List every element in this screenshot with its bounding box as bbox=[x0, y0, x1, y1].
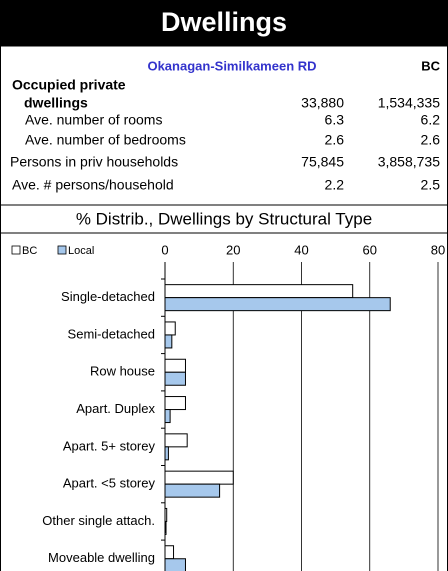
bar bbox=[164, 396, 186, 411]
legend-swatch bbox=[57, 245, 67, 255]
cell-value: 2.5 bbox=[421, 177, 441, 193]
cell-value: 33,880 bbox=[301, 95, 344, 111]
y-tick-label: Moveable dwelling bbox=[48, 550, 155, 565]
cell-value: 75,845 bbox=[301, 154, 344, 170]
cell-value: 1,534,335 bbox=[378, 95, 440, 111]
bar bbox=[164, 558, 186, 571]
y-tick-label: Semi-detached bbox=[68, 326, 155, 341]
row-label: dwellings bbox=[24, 95, 88, 111]
chart-title: % Distrib., Dwellings by Structural Type bbox=[76, 209, 372, 228]
cell-value: 3,858,735 bbox=[378, 154, 440, 170]
bar bbox=[164, 433, 188, 448]
bar bbox=[164, 334, 173, 349]
bar bbox=[164, 520, 167, 535]
x-tick-label: 80 bbox=[431, 242, 445, 257]
bar bbox=[164, 409, 171, 424]
column-header: BC bbox=[421, 58, 440, 73]
row-label: Ave. number of rooms bbox=[25, 112, 162, 128]
bar bbox=[164, 470, 234, 485]
bar bbox=[164, 507, 168, 522]
legend-label: Local bbox=[68, 245, 94, 257]
y-tick-label: Apart. <5 storey bbox=[63, 476, 156, 491]
x-tick-label: 40 bbox=[294, 242, 308, 257]
y-tick-label: Other single attach. bbox=[42, 513, 155, 528]
bar bbox=[164, 545, 175, 560]
bar bbox=[164, 321, 176, 336]
y-tick-label: Single-detached bbox=[61, 289, 155, 304]
row-label: Ave. number of bedrooms bbox=[25, 132, 186, 148]
bar bbox=[164, 483, 221, 498]
bar bbox=[164, 297, 391, 312]
x-tick-label: 20 bbox=[226, 242, 240, 257]
cell-value: 6.2 bbox=[421, 112, 441, 128]
x-tick-label: 0 bbox=[161, 242, 168, 257]
bar bbox=[164, 446, 169, 461]
cell-value: 6.3 bbox=[325, 112, 345, 128]
cell-value: 2.2 bbox=[325, 177, 345, 193]
y-tick-label: Row house bbox=[90, 364, 155, 379]
x-tick-label: 60 bbox=[363, 242, 377, 257]
row-label: Persons in priv households bbox=[10, 154, 178, 170]
row-label: Occupied private bbox=[12, 77, 126, 93]
bar bbox=[164, 358, 186, 373]
bar bbox=[164, 371, 186, 386]
legend-label: BC bbox=[22, 245, 37, 257]
y-tick-label: Apart. Duplex bbox=[76, 401, 155, 416]
bar bbox=[164, 284, 354, 299]
column-header: Okanagan-Similkameen RD bbox=[147, 58, 316, 73]
page-title: Dwellings bbox=[161, 7, 287, 37]
cell-value: 2.6 bbox=[421, 132, 441, 148]
row-label: Ave. # persons/household bbox=[12, 177, 174, 193]
y-tick-label: Apart. 5+ storey bbox=[63, 438, 156, 453]
legend-swatch bbox=[11, 245, 21, 255]
title-bar bbox=[0, 0, 448, 46]
cell-value: 2.6 bbox=[325, 132, 345, 148]
